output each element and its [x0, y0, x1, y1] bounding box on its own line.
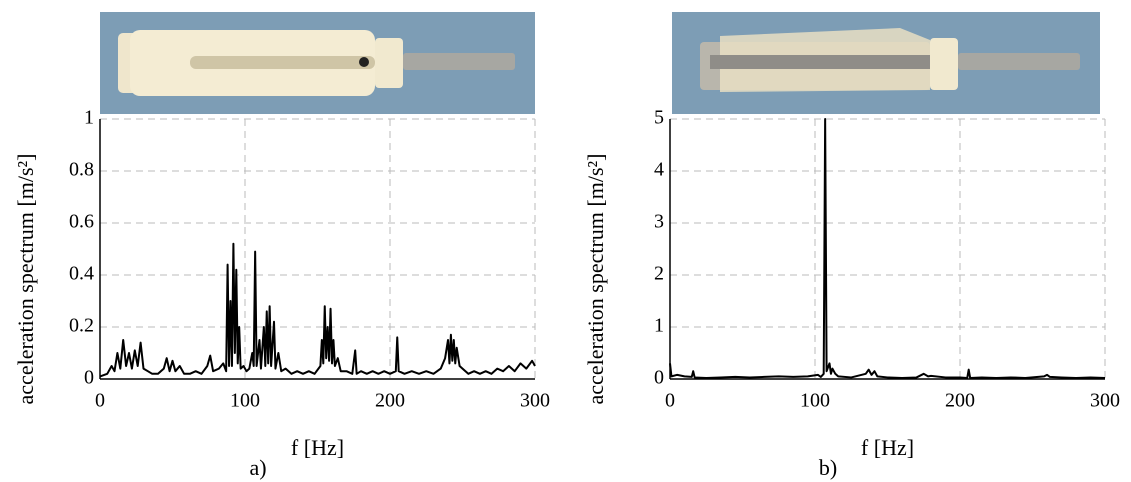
x-tick-label: 100 — [230, 390, 260, 412]
panel-label: a) — [249, 455, 266, 480]
x-tick-label: 300 — [520, 390, 550, 412]
y-axis-label: acceleration spectrum [m/s²] — [583, 154, 608, 405]
x-tick-label: 200 — [375, 390, 405, 412]
y-tick-label: 0 — [84, 367, 94, 389]
y-tick-label: 0.4 — [69, 263, 94, 285]
y-tick-label: 4 — [654, 159, 664, 181]
y-tick-label: 5 — [654, 107, 664, 129]
x-tick-label: 100 — [800, 390, 830, 412]
y-axis-label: acceleration spectrum [m/s²] — [13, 154, 38, 405]
y-tick-label: 2 — [654, 263, 664, 285]
spectrum-line — [99, 242, 536, 378]
y-tick-label: 1 — [654, 315, 664, 337]
photo-a — [100, 12, 535, 114]
y-tick-label: 0.8 — [69, 159, 94, 181]
y-tick-label: 3 — [654, 211, 664, 233]
x-tick-label: 200 — [945, 390, 975, 412]
photo-b — [672, 12, 1100, 114]
x-tick-label: 0 — [665, 390, 675, 412]
x-tick-label: 300 — [1090, 390, 1120, 412]
x-axis-label: f [Hz] — [291, 435, 344, 460]
y-tick-label: 0.6 — [69, 211, 94, 233]
y-tick-label: 1 — [84, 107, 94, 129]
spectrum-line — [669, 118, 1106, 379]
x-axis-label: f [Hz] — [861, 435, 914, 460]
y-tick-label: 0 — [654, 367, 664, 389]
x-tick-label: 0 — [95, 390, 105, 412]
y-tick-label: 0.2 — [69, 315, 94, 337]
panel-label: b) — [819, 455, 837, 480]
